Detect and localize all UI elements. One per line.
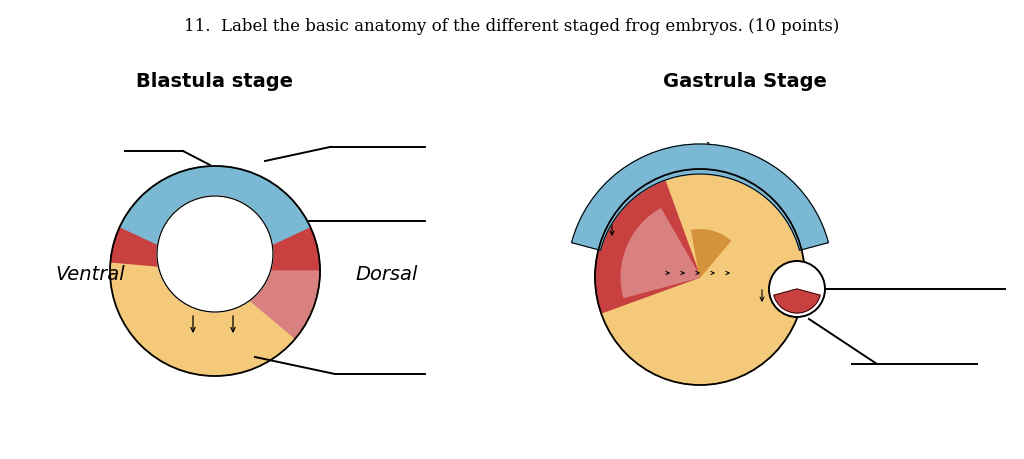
Wedge shape	[215, 176, 319, 280]
Text: Blastula stage: Blastula stage	[136, 72, 294, 91]
Wedge shape	[595, 179, 700, 313]
Wedge shape	[622, 209, 700, 298]
Wedge shape	[120, 167, 310, 271]
Wedge shape	[111, 176, 215, 271]
Text: Dorsal: Dorsal	[355, 265, 418, 284]
Circle shape	[157, 196, 273, 312]
Wedge shape	[215, 271, 319, 339]
Circle shape	[769, 262, 825, 317]
Text: 11.  Label the basic anatomy of the different staged frog embryos. (10 points): 11. Label the basic anatomy of the diffe…	[184, 18, 840, 35]
Wedge shape	[774, 289, 820, 313]
Ellipse shape	[595, 170, 805, 385]
Wedge shape	[571, 145, 828, 251]
Circle shape	[110, 167, 319, 376]
Wedge shape	[692, 230, 730, 277]
Text: Ventral: Ventral	[55, 265, 125, 284]
Text: Gastrula Stage: Gastrula Stage	[664, 72, 827, 91]
